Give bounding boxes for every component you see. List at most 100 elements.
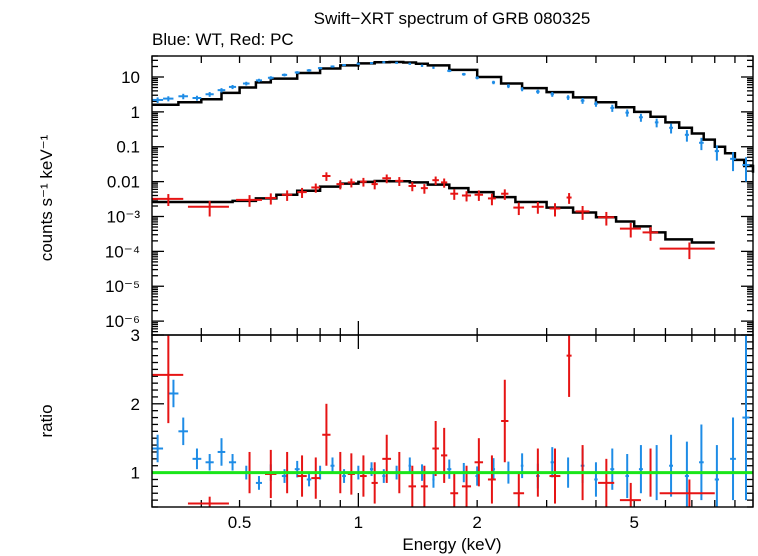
pc-data-point — [371, 462, 378, 504]
wt-data-point — [152, 434, 164, 463]
spectrum-ticks — [151, 55, 754, 336]
wt-data-point — [395, 61, 398, 64]
wt-data-point — [742, 157, 750, 182]
wt-data-point — [178, 93, 188, 100]
pc-data-point — [347, 178, 355, 188]
wt-data-point — [294, 460, 300, 478]
ratio-data-points — [152, 335, 750, 507]
x-tick-label: 5 — [629, 513, 638, 532]
pc-data-point — [566, 193, 572, 204]
wt-data-point — [520, 453, 524, 479]
pc-data-point — [487, 455, 496, 504]
pc-data-point — [598, 458, 615, 507]
pc-data-point — [281, 190, 293, 201]
pc-data-point — [360, 177, 367, 187]
wt-data-point — [408, 62, 412, 65]
wt-data-point — [342, 64, 346, 67]
y-tick-label: 10⁻⁶ — [105, 312, 140, 331]
ratio-panel: 1 2 3 0.5 1 2 5 ratio Energy (keV) — [37, 326, 754, 554]
wt-data-point — [152, 97, 164, 103]
wt-data-point — [550, 92, 554, 97]
pc-data-point — [474, 438, 484, 487]
wt-data-point — [267, 76, 274, 80]
wt-data-point — [420, 64, 424, 67]
x-tick-label: 1 — [354, 513, 363, 532]
pc-data-point — [513, 472, 525, 507]
wt-data-point — [669, 123, 673, 134]
y-tick-label: 10⁻⁴ — [105, 242, 140, 261]
pc-data-point — [531, 202, 544, 214]
pc-data-point — [450, 472, 459, 507]
pc-data-point — [360, 455, 367, 497]
wt-data-point — [217, 438, 226, 466]
pc-data-point — [566, 335, 572, 397]
wt-data-point — [714, 145, 719, 161]
wt-data-point — [580, 97, 585, 104]
pc-data-point — [311, 457, 321, 499]
pc-data-point — [549, 203, 561, 217]
wt-data-point — [536, 89, 540, 94]
wt-model-line — [152, 60, 755, 173]
wt-data-point — [432, 66, 435, 69]
chart-subtitle: Blue: WT, Red: PC — [152, 30, 294, 49]
spectrum-model-lines — [152, 60, 755, 244]
x-tick-label: 0.5 — [228, 513, 252, 532]
pc-data-point — [474, 190, 484, 201]
wt-data-point — [594, 462, 598, 497]
wt-data-point — [625, 109, 629, 117]
pc-data-point — [371, 180, 378, 190]
x-tick-label: 2 — [472, 513, 481, 532]
y-tick-label: 0.01 — [107, 173, 140, 192]
pc-data-point — [450, 189, 459, 200]
pc-data-point — [659, 242, 715, 260]
wt-data-point — [475, 76, 479, 80]
wt-data-point — [168, 379, 179, 408]
wt-data-point — [684, 441, 689, 507]
pc-data-point — [395, 177, 404, 186]
ratio-y-axis-label: ratio — [37, 404, 56, 437]
pc-data-point — [236, 195, 263, 207]
wt-data-point — [255, 78, 263, 83]
pc-data-point — [441, 427, 448, 483]
wt-data-point — [228, 84, 237, 90]
wt-data-point — [520, 87, 524, 92]
wt-data-point — [294, 71, 300, 74]
wt-data-point — [730, 417, 736, 501]
wt-data-point — [317, 66, 323, 70]
spectrum-panel: 10 1 0.1 0.01 10⁻³ 10⁻⁴ 10⁻⁵ 10⁻⁶ counts s⁻¹ ke… — [37, 55, 755, 336]
pc-data-point — [575, 205, 590, 220]
wt-data-point — [178, 417, 188, 446]
wt-data-point — [610, 104, 615, 112]
pc-data-point — [382, 174, 392, 184]
pc-data-point — [336, 180, 345, 190]
ratio-plot-frame — [151, 334, 754, 508]
pc-data-point — [619, 482, 641, 507]
wt-data-point — [382, 61, 386, 64]
wt-data-point — [684, 130, 689, 142]
wt-data-point — [242, 81, 250, 86]
wt-data-point — [192, 95, 202, 101]
pc-data-point — [432, 176, 439, 186]
y-tick-label: 10⁻⁵ — [105, 277, 140, 296]
wt-data-point — [730, 152, 736, 172]
pc-data-point — [187, 496, 229, 507]
wt-data-point — [281, 73, 288, 77]
pc-data-point — [322, 172, 331, 181]
pc-data-point — [264, 193, 277, 205]
wt-data-point — [205, 454, 214, 471]
wt-data-point — [669, 434, 673, 497]
y-tick-label: 10 — [121, 68, 140, 87]
pc-data-point — [420, 184, 428, 194]
wt-data-point — [447, 459, 452, 479]
wt-data-point — [255, 476, 263, 490]
wt-data-point — [306, 472, 312, 487]
pc-data-point — [461, 191, 472, 202]
pc-data-point — [441, 178, 448, 188]
spectrum-plot-frame — [151, 55, 754, 336]
spectrum-data-points — [152, 61, 750, 260]
ratio-ticks — [151, 334, 754, 508]
wt-data-point — [228, 454, 237, 471]
wt-data-point — [369, 62, 374, 65]
wt-data-point — [654, 118, 659, 128]
